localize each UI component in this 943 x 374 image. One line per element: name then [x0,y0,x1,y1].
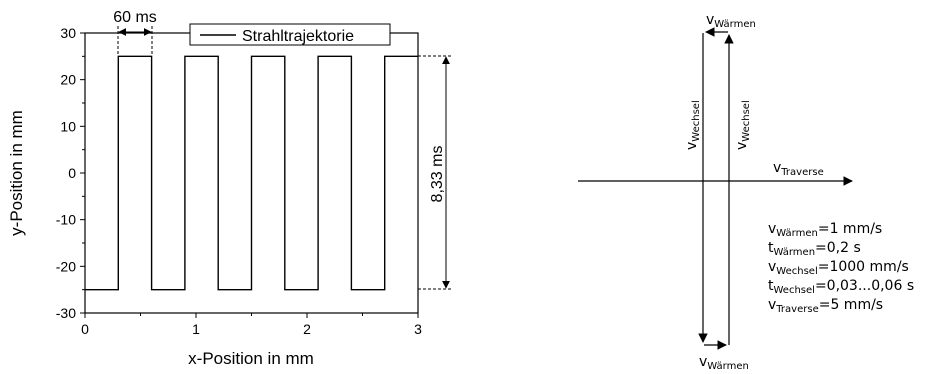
x-tick-label: 0 [81,321,89,337]
y-axis-label: y-Position in mm [7,110,26,236]
parameter-item: vTraverse=5 mm/s [768,297,883,315]
x-tick-label: 1 [192,321,200,337]
y-tick-label: -30 [56,305,76,321]
y-tick-label: 0 [68,165,76,181]
trajectory-chart: 30 20 10 0 -10 -20 -30 0 1 2 3 x-Position in mm y… [7,9,452,368]
x-axis-ticks: 0 1 2 3 [81,313,422,337]
vertical-annotation: 8,33 ms [418,55,452,290]
legend: Strahltrajektorie [189,23,391,46]
y-tick-label: -20 [56,258,76,274]
x-tick-label: 2 [303,321,311,337]
parameter-item: vWechsel=1000 mm/s [768,259,909,277]
period-annotation: 60 ms [113,9,157,56]
x-axis-label: x-Position in mm [188,349,314,368]
y-tick-label: 10 [60,118,76,134]
label-v-waermen-bottom: vWärmen [699,354,749,372]
parameter-item: vWärmen=1 mm/s [768,221,882,239]
y-tick-label: -10 [56,212,76,228]
label-v-waermen-top: vWärmen [706,12,756,30]
x-tick-label: 3 [414,321,422,337]
y-tick-label: 30 [60,25,76,41]
series-line-strahltrajektorie [85,55,418,291]
label-v-traverse: vTraverse [773,160,824,178]
label-v-wechsel-left: vWechsel [684,100,702,150]
legend-box [189,23,391,46]
y-tick-label: 20 [60,72,76,88]
parameter-item: tWärmen=0,2 s [768,240,861,258]
legend-label-strahltrajektorie: Strahltrajektorie [242,28,354,45]
label-v-wechsel-right: vWechsel [734,100,752,150]
period-label: 60 ms [113,9,157,26]
parameter-item: tWechsel=0,03...0,06 s [768,278,914,296]
vertical-label: 8,33 ms [429,146,446,203]
y-axis-ticks: 30 20 10 0 -10 -20 -30 [56,25,85,321]
velocity-diagram: vWärmen vWärmen vTraverse vWechsel vWech… [578,12,914,372]
